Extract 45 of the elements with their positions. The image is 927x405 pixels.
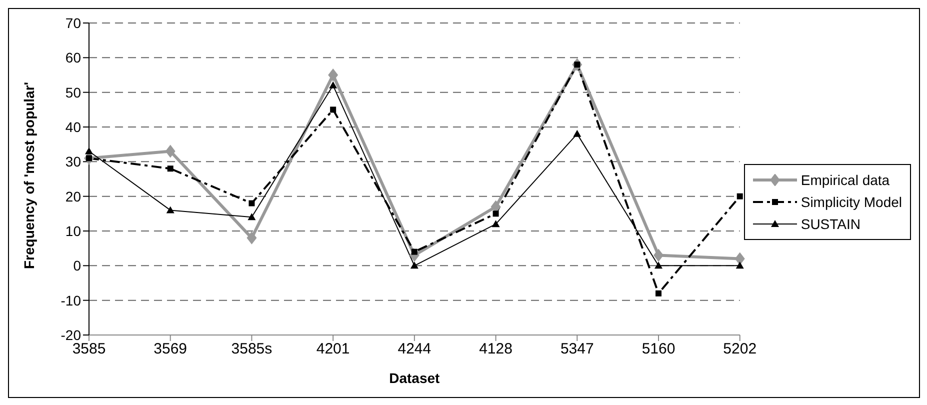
legend-label: SUSTAIN [800, 216, 860, 232]
point [167, 166, 174, 172]
point [736, 193, 743, 200]
y-tick-label: 0 [73, 258, 82, 274]
point [656, 290, 662, 296]
y-tick-label: 60 [65, 50, 82, 66]
point [654, 262, 662, 269]
legend-label: Empirical data [800, 172, 890, 188]
x-tick-label: 4201 [316, 340, 350, 358]
point [85, 147, 93, 154]
x-tick-label: 4128 [479, 340, 512, 358]
point [166, 206, 174, 214]
y-tick-label: 30 [65, 154, 82, 170]
point [734, 252, 745, 266]
x-axis-title: Dataset [389, 370, 440, 386]
y-tick-label: 70 [65, 14, 82, 31]
x-tick-label: 5160 [642, 340, 676, 358]
point [411, 248, 418, 255]
point [248, 200, 255, 206]
y-tick-label: 10 [65, 222, 82, 239]
x-tick-label: 5202 [723, 340, 757, 358]
point [654, 248, 664, 262]
x-tick-label: 3585s [231, 340, 272, 358]
x-tick-label: 3585 [72, 340, 106, 358]
y-tick-label: -20 [60, 326, 82, 343]
x-tick-label: 4244 [398, 340, 432, 358]
point [330, 106, 336, 113]
x-tick-label: 5347 [560, 340, 594, 358]
point [492, 210, 499, 217]
y-tick-label: 50 [65, 84, 82, 100]
x-tick-label: 3569 [154, 340, 188, 358]
y-tick-label: 40 [65, 118, 82, 135]
point [248, 213, 256, 220]
point [736, 262, 744, 269]
point [573, 130, 582, 137]
point [329, 81, 338, 88]
point [328, 68, 338, 82]
point [492, 220, 500, 228]
point [165, 144, 176, 158]
point [410, 262, 418, 269]
y-tick-label: 20 [65, 188, 82, 204]
point [246, 231, 257, 244]
legend-label: Simplicity Model [800, 194, 902, 210]
y-tick-label: -10 [60, 292, 82, 308]
y-axis-title: Frequency of 'most popular' [20, 82, 37, 269]
